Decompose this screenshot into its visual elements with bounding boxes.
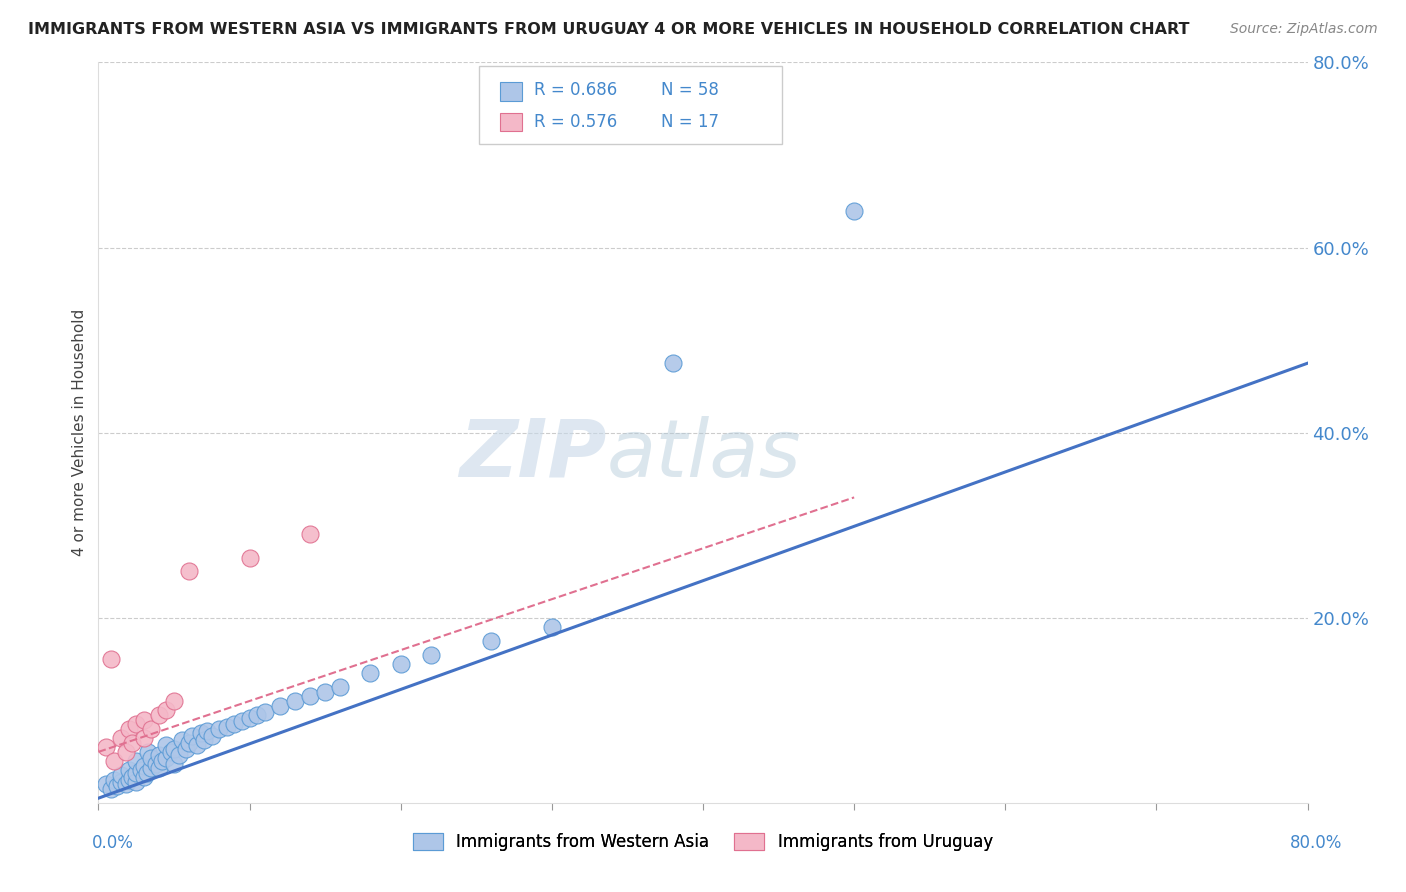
Point bbox=[284, 694, 307, 708]
Point bbox=[299, 690, 322, 704]
Point bbox=[186, 739, 208, 753]
Point bbox=[132, 731, 155, 745]
Point bbox=[148, 747, 170, 762]
Point bbox=[215, 720, 238, 734]
Point bbox=[105, 779, 128, 793]
Point bbox=[94, 777, 117, 791]
Text: R = 0.686: R = 0.686 bbox=[534, 81, 617, 99]
Point bbox=[155, 703, 177, 717]
Point bbox=[193, 732, 215, 747]
Point bbox=[148, 707, 170, 722]
Text: 80.0%: 80.0% bbox=[1291, 834, 1343, 852]
Point bbox=[141, 761, 163, 775]
Point bbox=[141, 751, 163, 765]
Point bbox=[100, 781, 122, 796]
Point bbox=[269, 698, 291, 713]
Point bbox=[231, 714, 253, 729]
Point bbox=[195, 723, 218, 738]
Point bbox=[160, 745, 183, 759]
Point bbox=[163, 694, 186, 708]
Point bbox=[132, 770, 155, 784]
Point bbox=[481, 633, 503, 648]
Text: 0.0%: 0.0% bbox=[91, 834, 134, 852]
Point bbox=[118, 764, 141, 778]
Text: N = 17: N = 17 bbox=[661, 112, 718, 130]
Point bbox=[148, 761, 170, 775]
Point bbox=[246, 707, 269, 722]
Point bbox=[314, 685, 336, 699]
Point bbox=[181, 729, 204, 743]
Point bbox=[103, 772, 125, 787]
Point bbox=[103, 754, 125, 768]
Point bbox=[179, 565, 201, 579]
Point bbox=[125, 717, 148, 731]
Point bbox=[145, 756, 167, 771]
Point bbox=[94, 740, 117, 755]
Point bbox=[661, 356, 683, 370]
Point bbox=[163, 742, 186, 756]
Point bbox=[125, 775, 148, 789]
Point bbox=[136, 745, 159, 759]
FancyBboxPatch shape bbox=[501, 82, 522, 101]
Point bbox=[129, 764, 152, 778]
Point bbox=[420, 648, 443, 662]
Point bbox=[190, 726, 212, 740]
Point bbox=[110, 775, 132, 789]
Point bbox=[110, 731, 132, 745]
Y-axis label: 4 or more Vehicles in Household: 4 or more Vehicles in Household bbox=[72, 309, 87, 557]
Point bbox=[121, 736, 143, 750]
Text: R = 0.576: R = 0.576 bbox=[534, 112, 617, 130]
Point bbox=[540, 620, 562, 634]
Point bbox=[155, 751, 177, 765]
Point bbox=[239, 711, 262, 725]
Point bbox=[110, 768, 132, 782]
Point bbox=[100, 652, 122, 666]
Point bbox=[329, 680, 352, 694]
Point bbox=[118, 772, 141, 787]
Point bbox=[114, 745, 136, 759]
Point bbox=[150, 754, 173, 768]
Point bbox=[208, 722, 231, 736]
Text: IMMIGRANTS FROM WESTERN ASIA VS IMMIGRANTS FROM URUGUAY 4 OR MORE VEHICLES IN HO: IMMIGRANTS FROM WESTERN ASIA VS IMMIGRAN… bbox=[28, 22, 1189, 37]
Point bbox=[239, 550, 262, 565]
FancyBboxPatch shape bbox=[501, 112, 522, 131]
Point bbox=[174, 742, 197, 756]
Point bbox=[224, 717, 246, 731]
Point bbox=[132, 713, 155, 727]
Point bbox=[389, 657, 412, 671]
Point bbox=[253, 705, 276, 719]
Text: atlas: atlas bbox=[606, 416, 801, 494]
FancyBboxPatch shape bbox=[479, 66, 782, 144]
Point bbox=[114, 777, 136, 791]
Point bbox=[118, 722, 141, 736]
Point bbox=[141, 722, 163, 736]
Point bbox=[121, 770, 143, 784]
Legend: Immigrants from Western Asia, Immigrants from Uruguay: Immigrants from Western Asia, Immigrants… bbox=[406, 826, 1000, 857]
Text: ZIP: ZIP bbox=[458, 416, 606, 494]
Point bbox=[167, 747, 190, 762]
Point bbox=[844, 203, 866, 218]
Point bbox=[163, 756, 186, 771]
Point bbox=[135, 766, 157, 780]
Text: Source: ZipAtlas.com: Source: ZipAtlas.com bbox=[1230, 22, 1378, 37]
Point bbox=[360, 666, 382, 681]
Text: N = 58: N = 58 bbox=[661, 81, 718, 99]
Point bbox=[170, 732, 193, 747]
Point bbox=[132, 758, 155, 772]
Point bbox=[155, 739, 177, 753]
Point bbox=[125, 754, 148, 768]
Point bbox=[179, 736, 201, 750]
Point bbox=[201, 729, 224, 743]
Point bbox=[299, 527, 322, 541]
Point bbox=[125, 766, 148, 780]
